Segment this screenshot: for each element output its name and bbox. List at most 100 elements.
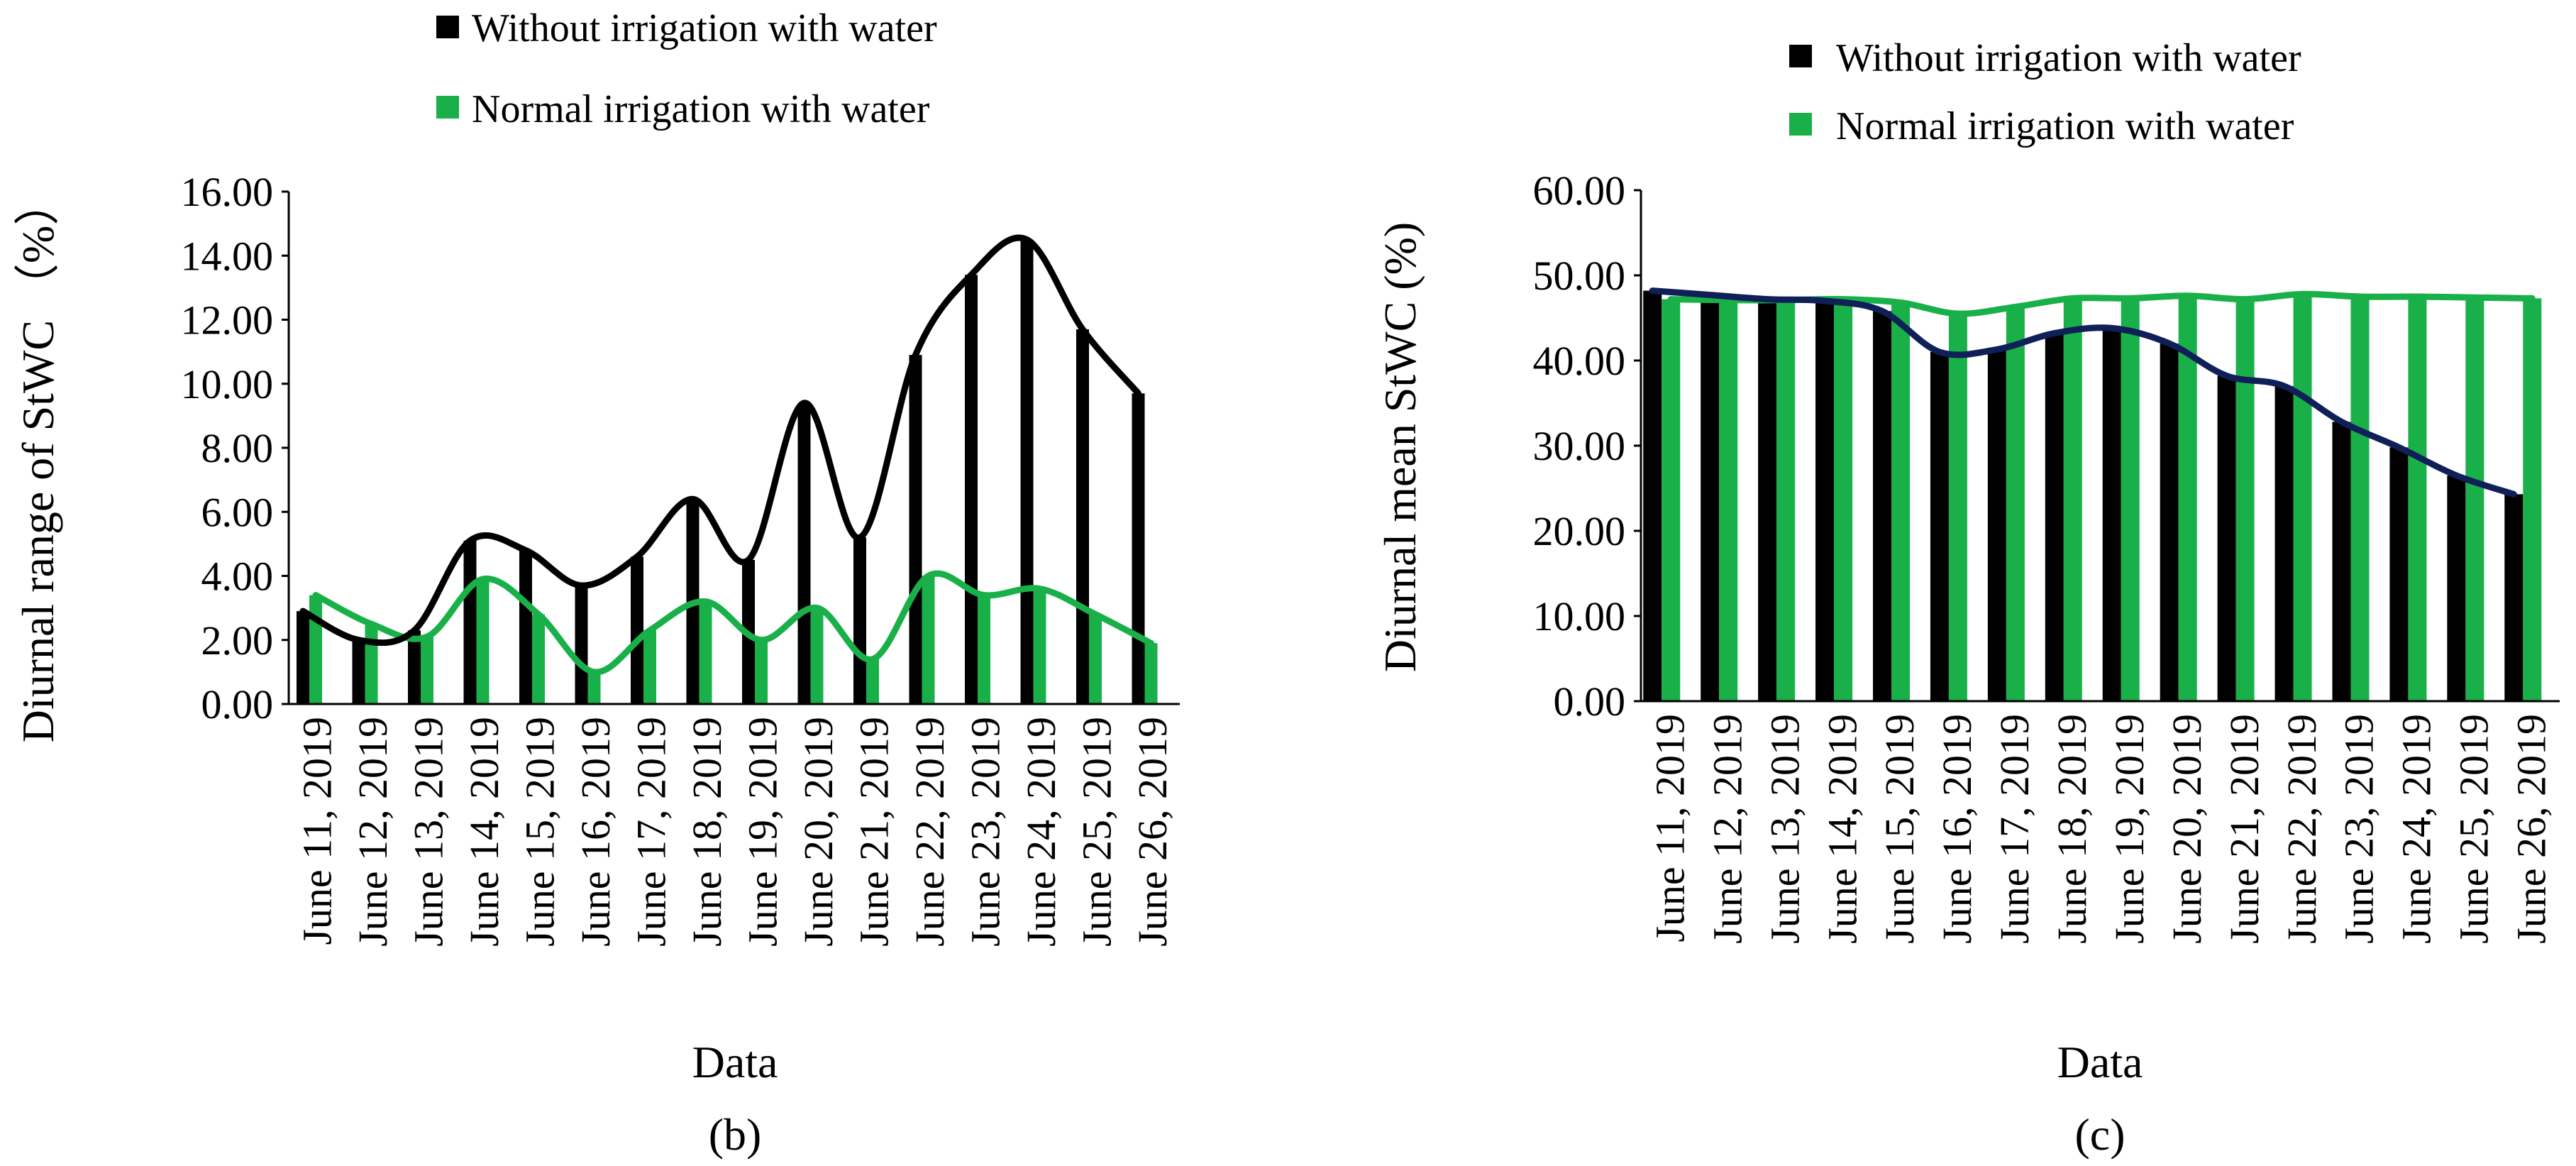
bar-normal-irrigation xyxy=(420,637,433,704)
bar-without-irrigation xyxy=(2160,343,2179,701)
x-tick-label: June 25, 2019 xyxy=(1073,717,1120,947)
y-tick-label: 6.00 xyxy=(201,489,274,535)
bar-normal-irrigation xyxy=(309,595,322,704)
chart-panel-b: Without irrigation with water Normal irr… xyxy=(13,6,1180,1160)
y-tick-label: 10.00 xyxy=(181,361,274,407)
x-tick-label: June 24, 2019 xyxy=(2394,714,2440,944)
panel-label-b: (b) xyxy=(709,1109,762,1160)
bar-normal-irrigation xyxy=(1719,299,1738,701)
y-tick-label: 4.00 xyxy=(201,554,274,600)
bar-without-irrigation xyxy=(797,402,811,704)
y-tick-label: 16.00 xyxy=(181,169,274,215)
bar-normal-irrigation xyxy=(1776,299,1796,701)
bar-normal-irrigation xyxy=(977,595,990,704)
y-tick-label: 2.00 xyxy=(201,617,274,664)
bar-normal-irrigation xyxy=(587,671,601,704)
bar-without-irrigation xyxy=(1701,295,1720,702)
x-tick-label: June 12, 2019 xyxy=(350,717,396,947)
x-tick-label: June 22, 2019 xyxy=(907,717,953,947)
bar-normal-irrigation xyxy=(531,614,545,704)
bars-b xyxy=(296,239,1158,705)
y-tick-label: 40.00 xyxy=(1533,338,1626,384)
y-tick-label: 0.00 xyxy=(201,681,274,727)
bar-without-irrigation xyxy=(630,556,643,704)
y-axis-label-b: Diurnal range of StWC （%） xyxy=(13,180,63,743)
x-tick-label: June 18, 2019 xyxy=(2049,714,2095,944)
bar-normal-irrigation xyxy=(1662,299,1681,702)
legend-b-label-without: Without irrigation with water xyxy=(472,6,937,50)
legend-c-swatch-without xyxy=(1789,45,1812,67)
bar-normal-irrigation xyxy=(1144,643,1158,704)
y-tick-label: 60.00 xyxy=(1533,167,1626,214)
bar-without-irrigation xyxy=(1758,299,1777,702)
bar-without-irrigation xyxy=(407,630,421,704)
x-tick-label: June 19, 2019 xyxy=(2106,714,2152,944)
x-tick-label: June 19, 2019 xyxy=(739,717,785,947)
bar-normal-irrigation xyxy=(2006,307,2025,701)
bar-without-irrigation xyxy=(2274,386,2294,701)
x-tick-label: June 23, 2019 xyxy=(962,717,1008,947)
x-tick-label: June 13, 2019 xyxy=(405,717,451,947)
y-tick-label: 30.00 xyxy=(1533,423,1626,469)
x-tick-label: June 12, 2019 xyxy=(1704,714,1750,944)
panel-label-c: (c) xyxy=(2074,1109,2125,1160)
y-tick-label: 14.00 xyxy=(181,233,274,279)
x-tick-labels-c: June 11, 2019 June 12, 2019 June 13, 2019 J… xyxy=(1647,714,2555,944)
bar-normal-irrigation xyxy=(1891,302,1910,701)
trend-lines-c xyxy=(1649,287,2536,497)
bar-without-irrigation xyxy=(296,611,309,704)
trend-lines-b xyxy=(299,234,1154,676)
bar-normal-irrigation xyxy=(476,579,490,704)
bar-normal-irrigation xyxy=(699,601,712,704)
x-tick-label: June 18, 2019 xyxy=(684,717,730,947)
y-tick-labels-c: 0.00 10.00 20.00 30.00 40.00 50.00 60.00 xyxy=(1533,167,1641,725)
x-tick-label: June 22, 2019 xyxy=(2279,714,2325,944)
x-tick-label: June 21, 2019 xyxy=(2221,714,2267,944)
x-tick-label: June 16, 2019 xyxy=(1934,714,1980,944)
bar-normal-irrigation xyxy=(2235,299,2255,702)
trend-line-normal-irrigation xyxy=(312,570,1154,676)
bar-normal-irrigation xyxy=(754,639,768,704)
bar-without-irrigation xyxy=(575,585,588,704)
bar-without-irrigation xyxy=(1987,349,2006,701)
y-tick-label: 0.00 xyxy=(1554,678,1626,725)
x-tick-label: June 15, 2019 xyxy=(516,717,563,947)
x-tick-label: June 17, 2019 xyxy=(628,717,674,947)
legend-b-swatch-normal xyxy=(436,96,459,119)
x-tick-label: June 11, 2019 xyxy=(294,717,340,945)
bars-c xyxy=(1643,290,2542,702)
x-tick-label: June 24, 2019 xyxy=(1018,717,1064,947)
bar-normal-irrigation xyxy=(2465,297,2484,701)
x-tick-label: June 21, 2019 xyxy=(851,717,897,947)
legend-c-swatch-normal xyxy=(1789,113,1812,136)
x-axis-label-c: Data xyxy=(2057,1037,2143,1087)
bar-without-irrigation xyxy=(853,537,866,704)
trend-line-without-irrigation xyxy=(1649,287,2517,497)
bar-normal-irrigation xyxy=(922,576,935,704)
y-axis-label-c: Diurnal mean StWC (%) xyxy=(1375,222,1425,673)
bar-normal-irrigation xyxy=(365,624,378,704)
bar-without-irrigation xyxy=(352,639,365,704)
bar-without-irrigation xyxy=(463,540,477,704)
bar-without-irrigation xyxy=(1643,290,1662,702)
bar-without-irrigation xyxy=(2504,494,2524,701)
x-tick-label: June 23, 2019 xyxy=(2336,714,2382,944)
bar-normal-irrigation xyxy=(2178,295,2197,701)
x-tick-label: June 20, 2019 xyxy=(2164,714,2210,944)
bar-without-irrigation xyxy=(1930,352,1949,701)
y-tick-label: 8.00 xyxy=(201,425,274,471)
bar-without-irrigation xyxy=(2045,333,2064,702)
bar-normal-irrigation xyxy=(2350,297,2370,701)
bar-without-irrigation xyxy=(2217,375,2236,701)
y-tick-label: 10.00 xyxy=(1533,593,1626,639)
x-tick-label: June 14, 2019 xyxy=(1819,714,1865,944)
bar-without-irrigation xyxy=(2447,475,2466,701)
bar-without-irrigation xyxy=(1132,393,1145,704)
bar-without-irrigation xyxy=(519,550,532,704)
bar-without-irrigation xyxy=(1872,311,1891,701)
legend-b-label-normal: Normal irrigation with water xyxy=(472,87,930,131)
x-tick-label: June 15, 2019 xyxy=(1876,714,1923,944)
x-tick-label: June 16, 2019 xyxy=(573,717,619,947)
bar-normal-irrigation xyxy=(2063,298,2082,701)
